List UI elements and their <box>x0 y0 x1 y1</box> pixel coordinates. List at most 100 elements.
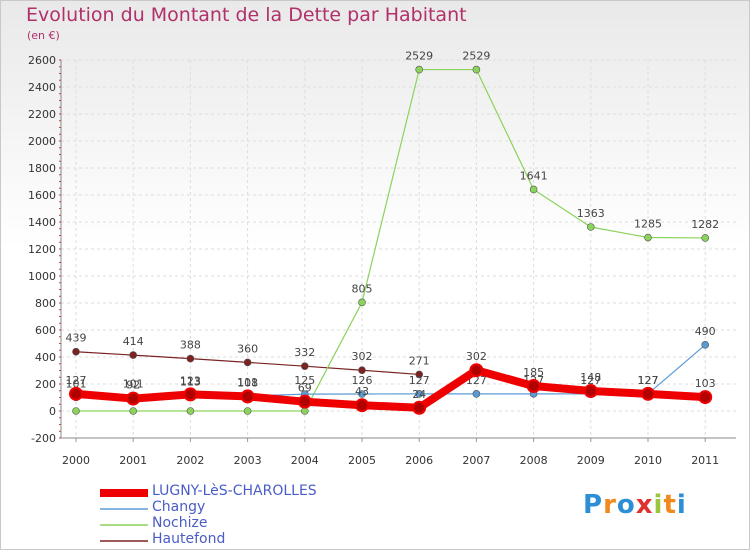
data-point <box>72 347 80 356</box>
y-tick-label: 400 <box>35 351 56 364</box>
chart-subtitle: (en €) <box>27 29 60 42</box>
data-label: 2529 <box>405 50 433 63</box>
data-point <box>300 362 309 370</box>
y-tick-label: 1000 <box>28 270 56 283</box>
legend-label-changy: Changy <box>152 499 206 515</box>
data-point <box>415 390 424 398</box>
data-point <box>529 185 538 194</box>
data-label: 127 <box>638 374 659 387</box>
legend-label-lugny: LUGNY-LèS-CHAROLLES <box>152 483 317 499</box>
data-point <box>415 370 424 379</box>
data-label: 108 <box>237 376 258 389</box>
data-label: 113 <box>180 376 201 389</box>
y-tick-label: 2400 <box>28 81 56 94</box>
data-label: 805 <box>352 282 373 295</box>
data-label: 332 <box>294 346 315 359</box>
data-point <box>129 407 137 415</box>
proxiti-logo: Proxiti <box>583 490 687 520</box>
data-label: 101 <box>66 377 87 390</box>
y-tick-label: 200 <box>35 378 56 391</box>
y-tick-label: 0 <box>49 405 56 418</box>
data-label: 103 <box>695 377 716 390</box>
series-hautefond: 439 414 388 360 332 302 271 <box>66 332 430 379</box>
x-tick-label: 2003 <box>234 454 262 467</box>
data-label: 148 <box>580 371 601 384</box>
x-tick-label: 2010 <box>634 454 662 467</box>
y-tick-label: 2600 <box>28 54 56 67</box>
data-point <box>355 398 369 413</box>
data-label: 1282 <box>691 218 719 231</box>
y-tick-label: 1200 <box>28 243 56 256</box>
data-label: 125 <box>294 374 315 387</box>
series-line-nochize <box>76 68 706 412</box>
data-point <box>129 351 137 359</box>
data-point <box>186 354 195 363</box>
data-label: 123 <box>180 374 201 387</box>
data-point <box>701 341 710 349</box>
y-tick-label: 600 <box>35 324 56 337</box>
data-label: 111 <box>237 376 258 389</box>
data-label: 2529 <box>462 50 490 63</box>
data-label: 271 <box>409 354 430 367</box>
data-label: 1285 <box>634 218 662 231</box>
data-point <box>186 407 195 415</box>
data-label: 388 <box>180 339 201 352</box>
y-tick-label: 2200 <box>28 108 56 121</box>
data-point <box>469 363 484 378</box>
data-point <box>126 391 141 406</box>
legend-label-nochize: Nochize <box>152 515 208 531</box>
y-tick-label: 2000 <box>28 135 56 148</box>
x-tick-label: 2011 <box>691 454 719 467</box>
data-label: 185 <box>523 366 544 379</box>
data-point <box>526 379 541 394</box>
x-tick-label: 2005 <box>348 454 376 467</box>
data-label: 127 <box>409 374 430 387</box>
data-label: 101 <box>123 377 144 390</box>
logo-letter: o <box>616 490 636 520</box>
series-layer: 4394143883603323022710000080525292529164… <box>66 50 719 415</box>
data-label: 360 <box>237 342 258 355</box>
x-tick-label: 2006 <box>405 454 433 467</box>
logo-letter: x <box>635 490 654 520</box>
data-point <box>72 407 80 415</box>
data-label: 92 <box>126 379 140 392</box>
data-point <box>69 386 83 401</box>
data-point <box>583 384 598 399</box>
axes: -200 0 200 400 600 800 1000 1200 1400 1600 1800 200… <box>28 54 736 467</box>
data-point <box>701 234 710 242</box>
y-tick-label: -200 <box>31 432 56 445</box>
data-point <box>586 223 595 231</box>
data-point <box>243 358 252 367</box>
x-tick-label: 2000 <box>62 454 90 467</box>
data-label: 302 <box>352 350 373 363</box>
data-label: 126 <box>352 374 373 387</box>
legend-swatches <box>100 489 148 542</box>
series-lugny-l-s-charolles: 127 92 123 108 69 43 24 302 185 148 127 103 <box>66 350 716 415</box>
data-label: 69 <box>298 382 312 395</box>
data-label: 302 <box>466 350 487 363</box>
logo-letter: i <box>676 490 687 520</box>
logo-letter: t <box>663 490 677 520</box>
x-tick-label: 2004 <box>291 454 319 467</box>
data-point <box>183 387 198 402</box>
y-tick-label: 800 <box>35 297 56 310</box>
data-point <box>240 389 255 404</box>
data-label: 43 <box>355 385 369 398</box>
data-point <box>358 298 366 307</box>
y-tick-label: 1600 <box>28 189 56 202</box>
logo-letter: P <box>583 490 604 520</box>
logo-letter: i <box>653 490 664 520</box>
data-label: 127 <box>66 374 87 387</box>
logo-letter: r <box>603 490 617 520</box>
data-point <box>297 394 312 409</box>
data-point <box>412 400 427 415</box>
data-label: 1363 <box>577 207 605 220</box>
chart-title: Evolution du Montant de la Dette par Hab… <box>26 4 467 26</box>
data-point <box>698 390 713 405</box>
series-nochize: 00000805252925291641136312851282 <box>72 50 719 415</box>
data-label: 24 <box>412 388 426 401</box>
data-point <box>243 407 252 415</box>
data-point <box>358 390 366 398</box>
